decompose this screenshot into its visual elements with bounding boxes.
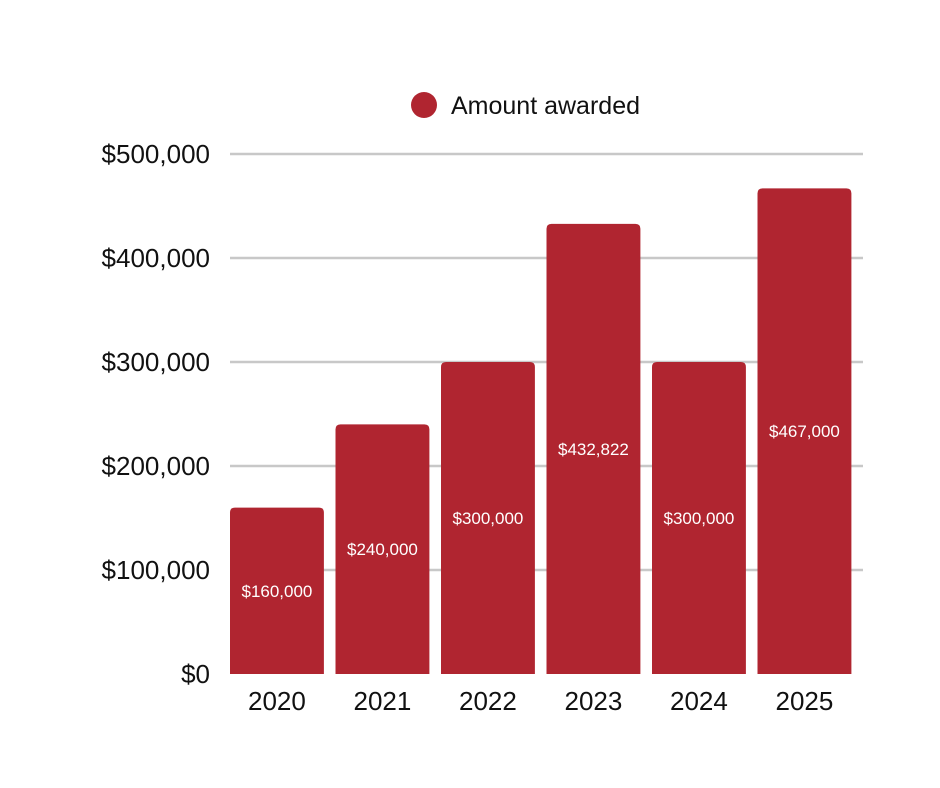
bars bbox=[230, 188, 852, 675]
bar bbox=[652, 362, 746, 674]
bar-value-label: $432,822 bbox=[558, 440, 629, 459]
y-tick-label: $300,000 bbox=[102, 347, 210, 377]
bar bbox=[757, 188, 852, 674]
x-tick-label: 2021 bbox=[354, 686, 412, 716]
y-tick-label: $100,000 bbox=[102, 555, 210, 585]
y-tick-label: $0 bbox=[181, 659, 210, 689]
bar bbox=[546, 223, 641, 675]
y-tick-label: $200,000 bbox=[102, 451, 210, 481]
legend-label: Amount awarded bbox=[451, 92, 640, 120]
bar-value-label: $160,000 bbox=[241, 582, 312, 601]
bar bbox=[335, 424, 430, 674]
bar-value-label: $467,000 bbox=[769, 422, 840, 441]
bar-value-label: $300,000 bbox=[663, 509, 734, 528]
x-tick-label: 2025 bbox=[776, 686, 834, 716]
x-tick-label: 2022 bbox=[459, 686, 517, 716]
bar-value-label: $300,000 bbox=[452, 509, 523, 528]
x-tick-label: 2023 bbox=[565, 686, 623, 716]
bar bbox=[441, 362, 535, 674]
bar-value-label: $240,000 bbox=[347, 540, 418, 559]
legend-swatch bbox=[411, 92, 437, 118]
x-tick-label: 2024 bbox=[670, 686, 728, 716]
chart-legend: Amount awarded bbox=[411, 92, 640, 120]
y-tick-label: $500,000 bbox=[102, 139, 210, 169]
bar bbox=[230, 507, 324, 674]
y-tick-label: $400,000 bbox=[102, 243, 210, 273]
x-axis: 2020 2021 2022 2023 2024 2025 bbox=[248, 686, 833, 716]
x-tick-label: 2020 bbox=[248, 686, 306, 716]
data-labels: $160,000 $240,000 $300,000 $432,822 $300,000… bbox=[241, 422, 839, 601]
y-axis: $0 $100,000 $200,000 $300,000 $400,000 $500,0… bbox=[102, 139, 210, 689]
